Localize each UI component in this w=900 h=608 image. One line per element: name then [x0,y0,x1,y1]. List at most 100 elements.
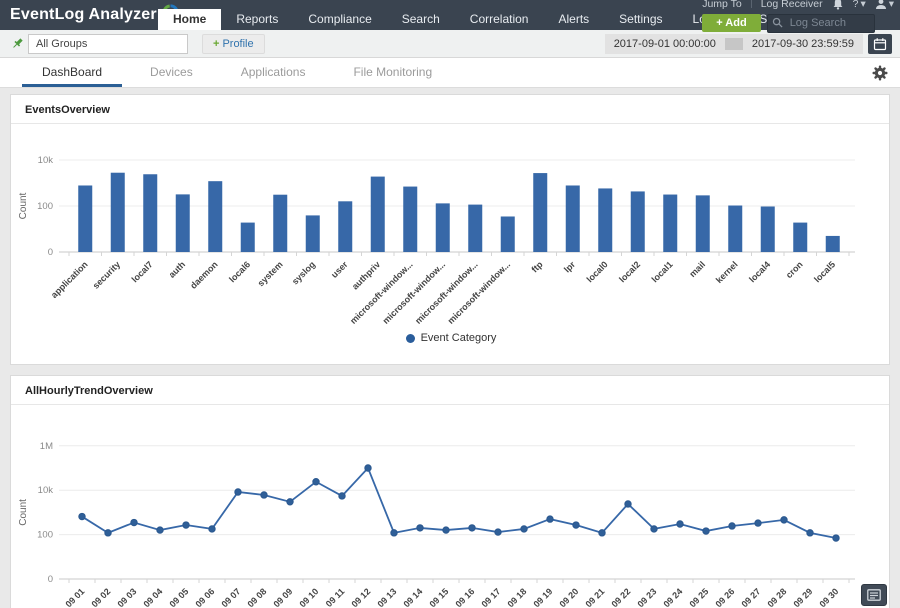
data-point-09 27[interactable] [754,519,762,527]
user-account-menu[interactable]: ▾ [875,0,894,10]
bar-microsoft-window...[interactable] [403,186,418,252]
bar-local5[interactable] [825,235,840,252]
data-point-09 25[interactable] [702,527,710,535]
bar-local0[interactable] [598,188,613,252]
data-point-09 26[interactable] [728,522,736,530]
calendar-icon [873,37,887,50]
calendar-button[interactable] [868,33,892,54]
group-select[interactable]: All Groups [28,33,188,54]
data-point-09 20[interactable] [572,521,580,529]
events-overview-title: EventsOverview [11,95,889,124]
chevron-down-icon: ▾ [888,0,894,10]
bar-local1[interactable] [663,194,678,252]
add-button[interactable]: + Add [702,13,761,32]
tab-file-monitoring[interactable]: File Monitoring [353,65,433,79]
data-point-09 05[interactable] [182,521,190,529]
data-point-09 11[interactable] [338,492,346,500]
bar-security[interactable] [110,172,125,252]
data-point-09 23[interactable] [650,525,658,533]
bar-local4[interactable] [760,206,775,252]
bar-user[interactable] [338,201,353,252]
svg-text:09 14: 09 14 [401,586,424,608]
bar-microsoft-window...[interactable] [435,203,450,252]
bar-authpriv[interactable] [370,176,385,252]
nav-tab-reports[interactable]: Reports [236,12,279,26]
plus-icon: + [213,37,220,50]
svg-text:09 15: 09 15 [427,586,450,608]
data-point-09 17[interactable] [494,528,502,536]
bar-cron[interactable] [793,222,808,252]
bar-daemon[interactable] [208,181,223,252]
bar-local2[interactable] [630,191,645,252]
data-point-09 28[interactable] [780,516,788,524]
bar-application[interactable] [78,185,93,252]
data-point-09 19[interactable] [546,515,554,523]
tab-dashboard[interactable]: DashBoard [18,58,126,87]
nav-tab-compliance[interactable]: Compliance [308,12,372,26]
data-point-09 15[interactable] [442,526,450,534]
data-point-09 12[interactable] [364,464,372,472]
data-point-09 04[interactable] [156,526,164,534]
bar-microsoft-window...[interactable] [500,216,515,252]
data-point-09 24[interactable] [676,520,684,528]
dashboard-list-button[interactable] [861,584,887,606]
bar-mail[interactable] [695,195,710,252]
nav-tab-correlation[interactable]: Correlation [469,12,529,26]
pin-icon[interactable] [8,37,28,51]
data-point-09 09[interactable] [286,498,294,506]
chart-legend: Event Category [13,330,889,360]
data-point-09 16[interactable] [468,524,476,532]
data-point-09 01[interactable] [78,512,86,521]
bar-auth[interactable] [175,194,190,252]
bar-microsoft-window...[interactable] [468,204,483,252]
tab-applications[interactable]: Applications [240,65,306,79]
nav-tab-alerts[interactable]: Alerts [558,12,590,26]
nav-tab-search[interactable]: Search [401,12,440,26]
data-point-09 13[interactable] [390,529,398,537]
svg-text:local7: local7 [130,259,155,284]
svg-text:09 30: 09 30 [817,586,840,608]
bar-kernel[interactable] [728,205,743,252]
log-search-input[interactable] [766,13,875,33]
svg-text:09 12: 09 12 [349,586,372,608]
nav-tab-home[interactable]: Home [158,9,222,30]
bar-lpr[interactable] [565,185,580,252]
svg-text:09 17: 09 17 [479,586,502,608]
data-point-09 29[interactable] [806,529,814,537]
gear-icon[interactable] [872,65,888,86]
events-overview-bar-chart: 0 100 10k Count application security local7 aut… [18,155,855,326]
profile-button-label: Profile [222,37,254,50]
data-point-09 30[interactable] [832,534,840,542]
data-point-09 06[interactable] [208,525,216,533]
help-menu[interactable]: ? ▾ [853,0,866,10]
bar-local6[interactable] [240,222,255,252]
data-point-09 22[interactable] [624,500,632,508]
data-point-09 02[interactable] [104,529,112,537]
bar-system[interactable] [273,194,288,252]
svg-text:syslog: syslog [290,259,317,286]
bar-ftp[interactable] [533,173,548,252]
tab-devices[interactable]: Devices [150,65,193,79]
data-point-09 07[interactable] [234,488,242,496]
svg-text:1M: 1M [40,441,53,452]
jump-to-menu[interactable]: Jump To [702,0,742,10]
data-point-09 10[interactable] [312,478,320,486]
date-range-picker[interactable]: 2017-09-01 00:00:00 2017-09-30 23:59:59 [604,33,863,54]
notifications-bell-icon[interactable] [832,0,844,10]
bar-syslog[interactable] [305,215,320,252]
nav-tab-settings[interactable]: Settings [619,12,663,26]
data-point-09 03[interactable] [130,518,138,527]
data-point-09 14[interactable] [416,524,424,532]
bar-local7[interactable] [143,174,158,252]
top-navigation-bar: EventLog Analyzer Home Reports Complianc… [0,0,900,33]
add-profile-button[interactable]: + Profile [202,33,265,54]
data-point-09 18[interactable] [520,525,528,533]
svg-text:cron: cron [784,259,805,280]
data-point-09 08[interactable] [260,491,268,499]
topbar-right: Jump To Log Receiver ? ▾ ▾ [702,0,894,33]
data-point-09 21[interactable] [598,529,606,537]
svg-text:microsoft-window...: microsoft-window... [413,259,480,326]
log-receiver-link[interactable]: Log Receiver [760,0,823,10]
svg-text:09 08: 09 08 [245,586,268,608]
